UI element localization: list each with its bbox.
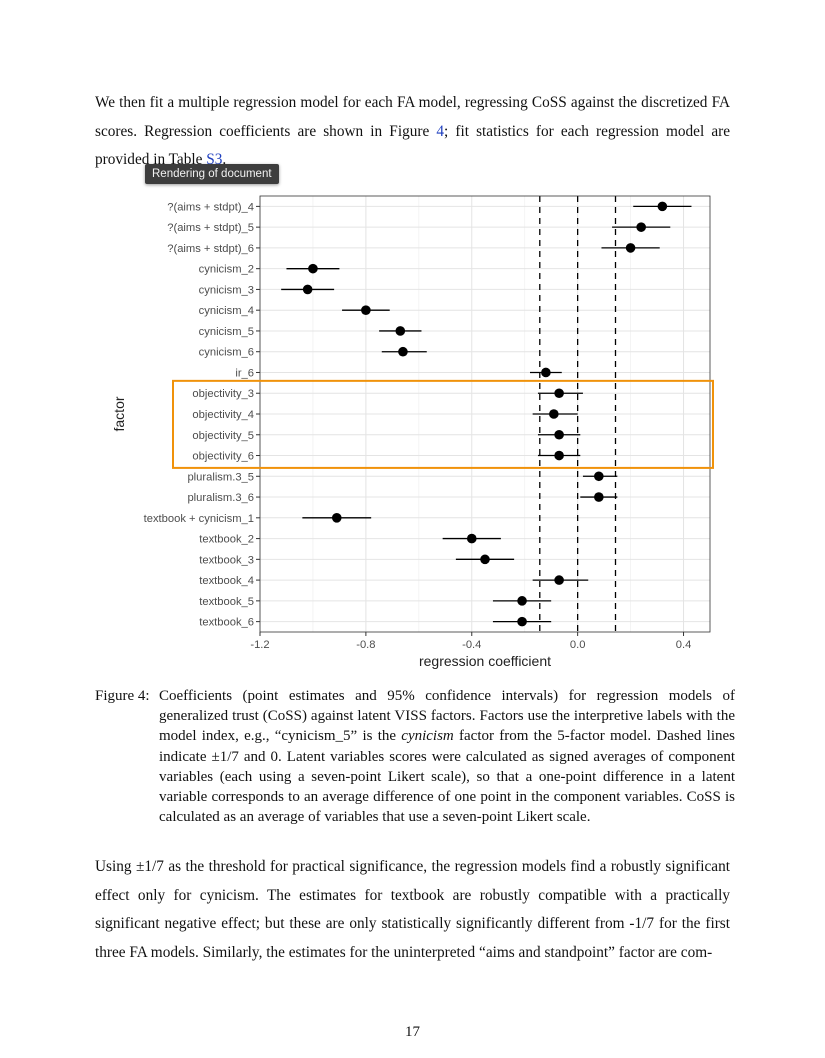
data-marks: [281, 201, 692, 627]
regression-coefficient-chart: ?(aims + stdpt)_4 ?(aims + stdpt)_5 ?(aims…: [111, 195, 714, 669]
intro-paragraph: We then fit a multiple regression model …: [95, 89, 730, 175]
caption-emphasis: cynicism: [401, 728, 454, 745]
point-estimate: [554, 450, 564, 461]
y-tick-label: cynicism_5: [199, 326, 254, 338]
point-estimate: [594, 492, 604, 502]
figure-reference-link[interactable]: 4: [436, 122, 445, 140]
point-estimate: [541, 367, 551, 378]
point-estimate: [554, 388, 564, 399]
y-tick-label: pluralism.3_5: [187, 471, 254, 483]
y-tick-label: textbook_6: [199, 617, 254, 629]
point-estimate: [554, 575, 564, 585]
caption-text-2: factor from the 5-factor model. Dashed l…: [159, 728, 735, 826]
highlight-box: [172, 379, 714, 469]
x-tick-label: 0.4: [676, 639, 692, 651]
grid-layer: [259, 196, 710, 632]
point-estimate: [398, 346, 408, 357]
y-tick-label: textbook + cynicism_1: [144, 513, 254, 525]
y-tick-label: ?(aims + stdpt)_6: [167, 243, 254, 255]
y-tick-label: objectivity_6: [192, 451, 254, 463]
y-tick-label: objectivity_3: [192, 388, 254, 400]
y-tick-label: cynicism_3: [199, 284, 254, 296]
caption-label: Figure 4:: [95, 688, 150, 704]
discussion-paragraph: Using ±1/7 as the threshold for practica…: [95, 858, 730, 961]
x-tick-label: -0.8: [356, 639, 375, 651]
point-estimate: [636, 222, 646, 232]
y-tick-label: ?(aims + stdpt)_4: [167, 201, 254, 213]
point-estimate: [331, 513, 342, 523]
y-axis-title: factor: [111, 396, 127, 431]
point-estimate: [554, 429, 564, 440]
y-tick-label: pluralism.3_6: [187, 492, 254, 504]
point-estimate: [395, 326, 406, 336]
y-tick-label: textbook_2: [199, 534, 254, 546]
point-estimate: [517, 596, 527, 606]
y-tick-label: textbook_4: [199, 575, 254, 587]
y-tick-label: cynicism_4: [199, 305, 254, 317]
y-tick-label: textbook_3: [199, 554, 254, 566]
point-estimate: [480, 554, 490, 565]
y-tick-label: cynicism_6: [199, 347, 254, 359]
x-tick-label: -0.4: [462, 639, 481, 651]
figure-caption: Figure 4: Coefficients (point estimates …: [95, 686, 735, 827]
reference-lines: [539, 196, 617, 632]
y-tick-label: cynicism_2: [199, 264, 254, 276]
intro-text-1: We then fit a multiple regression model …: [95, 94, 730, 140]
caption-text-1: Coefficients (point estimates and 95% co…: [159, 688, 735, 745]
point-estimate: [466, 533, 477, 544]
point-estimate: [657, 201, 668, 212]
intro-text-2: ; fit statistics for each regression mod…: [95, 122, 731, 169]
y-tick-label: objectivity_5: [192, 430, 254, 442]
page-number: 17: [405, 1024, 420, 1040]
point-estimate: [302, 284, 313, 295]
y-tick-label: ir_6: [235, 367, 254, 379]
y-tick-labels: ?(aims + stdpt)_4 ?(aims + stdpt)_5 ?(aims…: [144, 201, 260, 629]
y-tick-label: textbook_5: [199, 596, 254, 608]
x-tick-labels: -1.2 -0.8 -0.4 0.0 0.4: [250, 632, 691, 651]
y-tick-label: ?(aims + stdpt)_5: [167, 222, 254, 234]
table-reference-link[interactable]: S3: [206, 151, 223, 168]
x-tick-label: 0.0: [570, 639, 586, 651]
point-estimate: [549, 409, 559, 419]
point-estimate: [517, 616, 527, 627]
x-axis-title: regression coefficient: [419, 653, 551, 669]
y-tick-label: objectivity_4: [192, 409, 254, 421]
rendering-tooltip: Rendering of document: [145, 164, 279, 184]
point-estimate: [625, 243, 636, 253]
x-tick-label: -1.2: [250, 639, 269, 651]
caption-text: Coefficients (point estimates and 95% co…: [159, 686, 735, 827]
intro-text-3: .: [222, 151, 227, 168]
point-estimate: [361, 305, 371, 315]
point-estimate: [594, 471, 604, 482]
point-estimate: [308, 263, 318, 274]
